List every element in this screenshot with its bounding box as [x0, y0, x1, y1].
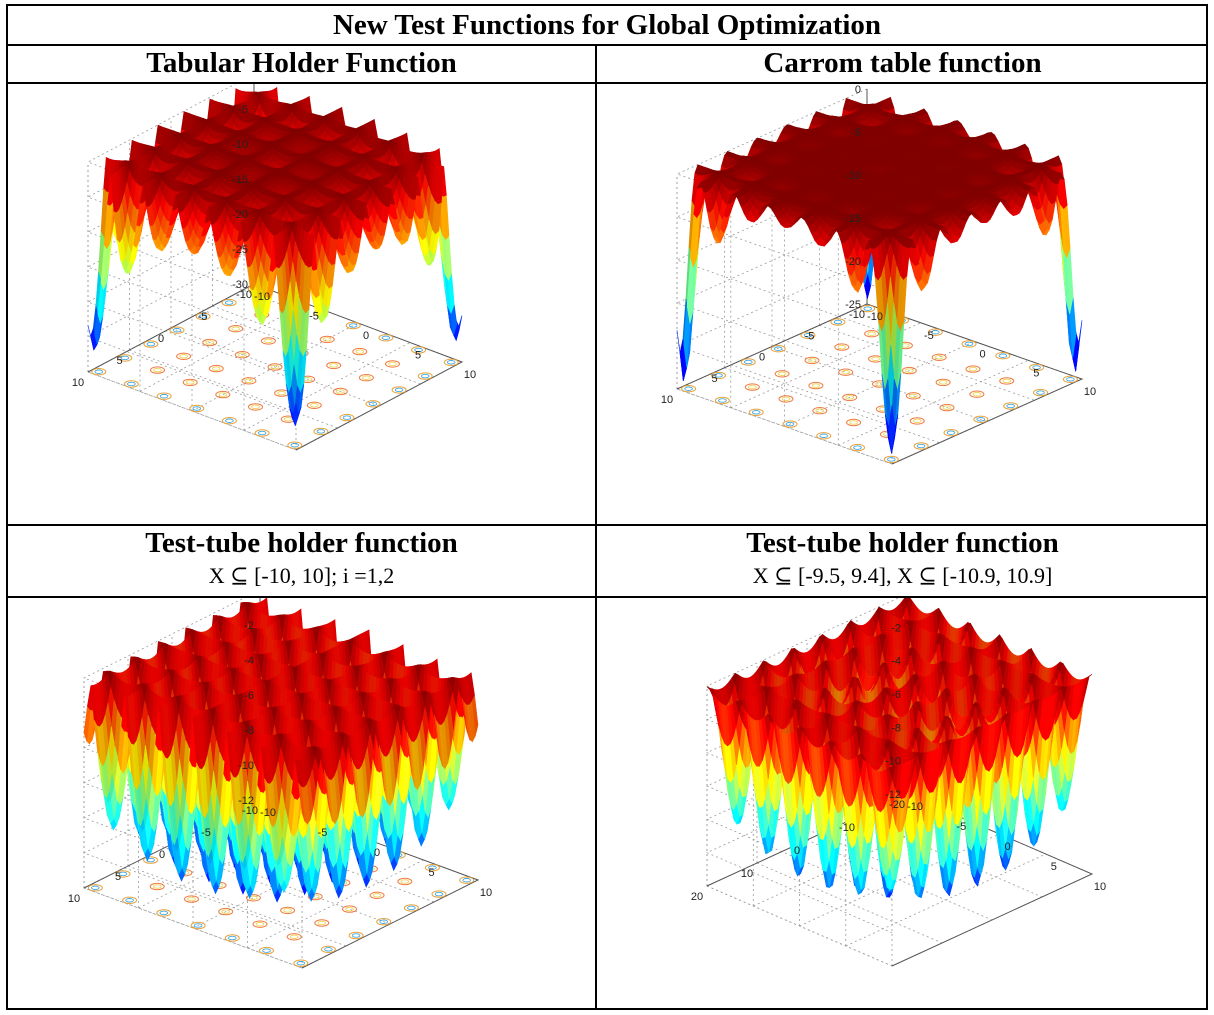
- z-tick-label: -10: [885, 756, 901, 768]
- z-tick-label: -25: [232, 244, 248, 256]
- z-tick-label: -8: [244, 725, 254, 737]
- y-tick-label: 10: [661, 394, 673, 406]
- x-tick-label: -10: [260, 807, 276, 819]
- z-tick-label: -30: [232, 279, 248, 291]
- z-tick-label: -15: [845, 213, 861, 225]
- z-tick-label: -2: [891, 622, 901, 634]
- x-tick-label: 0: [363, 330, 369, 342]
- surface-mesh: [676, 96, 1083, 454]
- y-tick-label: -10: [849, 309, 865, 321]
- z-tick-label: -12: [238, 795, 254, 807]
- x-tick-label: -10: [867, 311, 883, 323]
- z-tick-label: -10: [232, 139, 248, 151]
- z-tick-label: -8: [891, 722, 901, 734]
- y-tick-label: 0: [794, 845, 800, 857]
- y-tick-label: 0: [158, 333, 164, 345]
- z-tick-label: -5: [851, 127, 861, 139]
- x-tick-label: 10: [464, 369, 476, 381]
- surface-mesh: [706, 598, 1093, 899]
- y-tick-label: -10: [839, 822, 855, 834]
- x-tick-label: 5: [1033, 367, 1039, 379]
- base-contours: [91, 285, 459, 449]
- z-tick-label: -6: [891, 689, 901, 701]
- x-tick-label: 5: [428, 867, 434, 879]
- z-tick-label: -25: [845, 299, 861, 311]
- y-tick-label: 10: [68, 893, 80, 905]
- z-tick-label: -4: [244, 655, 254, 667]
- plot-2-title: Carrom table function: [763, 47, 1042, 79]
- y-tick-label: 5: [711, 373, 717, 385]
- z-tick-label: -20: [232, 209, 248, 221]
- x-tick-label: -5: [318, 827, 328, 839]
- divider: [8, 44, 1206, 46]
- plot-4-title: Test-tube holder function: [746, 527, 1059, 559]
- column-divider: [595, 44, 597, 1010]
- z-tick-label: -6: [244, 690, 254, 702]
- plot-3-domain: X ⊆ [-10, 10]; i =1,2: [208, 563, 395, 588]
- y-tick-label: -5: [198, 311, 208, 323]
- x-tick-label: 0: [374, 847, 380, 859]
- base-contours: [681, 304, 1078, 464]
- y-tick-label: -20: [889, 799, 905, 811]
- y-tick-label: 5: [115, 871, 121, 883]
- divider: [8, 82, 1206, 84]
- y-tick-label: 5: [116, 355, 122, 367]
- y-tick-label: -10: [242, 805, 258, 817]
- y-tick-label: -10: [236, 289, 252, 301]
- x-tick-label: 5: [1051, 861, 1057, 873]
- plot-4-domain: X ⊆ [-9.5, 9.4], X ⊆ [-10.9, 10.9]: [752, 563, 1053, 588]
- divider: [8, 596, 1206, 598]
- z-tick-label: 0: [855, 84, 861, 96]
- plot-3-title: Test-tube holder function: [145, 527, 458, 559]
- plot-1-title: Tabular Holder Function: [146, 47, 457, 79]
- x-tick-label: -5: [924, 330, 934, 342]
- x-tick-label: -10: [907, 801, 923, 813]
- z-tick-label: -15: [232, 174, 248, 186]
- y-tick-label: 0: [759, 352, 765, 364]
- z-tick-label: -12: [885, 789, 901, 801]
- y-tick-label: -5: [201, 827, 211, 839]
- z-tick-label: -20: [845, 256, 861, 268]
- z-tick-label: -2: [244, 620, 254, 632]
- x-tick-label: -5: [309, 311, 319, 323]
- z-tick-label: -10: [845, 170, 861, 182]
- x-tick-label: 0: [1004, 841, 1010, 853]
- figure-table: New Test Functions for Global Optimizati…: [6, 4, 1208, 1010]
- x-tick-label: 10: [1094, 881, 1106, 893]
- z-tick-label: -5: [238, 104, 248, 116]
- surface-mesh: [83, 598, 479, 903]
- x-tick-label: 5: [415, 350, 421, 362]
- table-title: New Test Functions for Global Optimizati…: [332, 9, 882, 41]
- x-tick-label: 10: [480, 887, 492, 899]
- x-tick-label: 0: [979, 349, 985, 361]
- y-tick-label: 0: [159, 849, 165, 861]
- x-tick-label: 10: [1084, 386, 1096, 398]
- z-tick-label: 0: [895, 598, 901, 601]
- z-tick-label: -10: [238, 760, 254, 772]
- y-tick-label: 10: [72, 377, 84, 389]
- x-tick-label: -5: [956, 821, 966, 833]
- divider: [8, 524, 1206, 526]
- x-tick-label: -10: [254, 291, 270, 303]
- y-tick-label: 20: [691, 891, 703, 903]
- y-tick-label: 10: [741, 868, 753, 880]
- surface-mesh: [87, 86, 463, 427]
- y-tick-label: -5: [805, 330, 815, 342]
- z-tick-label: -4: [891, 656, 901, 668]
